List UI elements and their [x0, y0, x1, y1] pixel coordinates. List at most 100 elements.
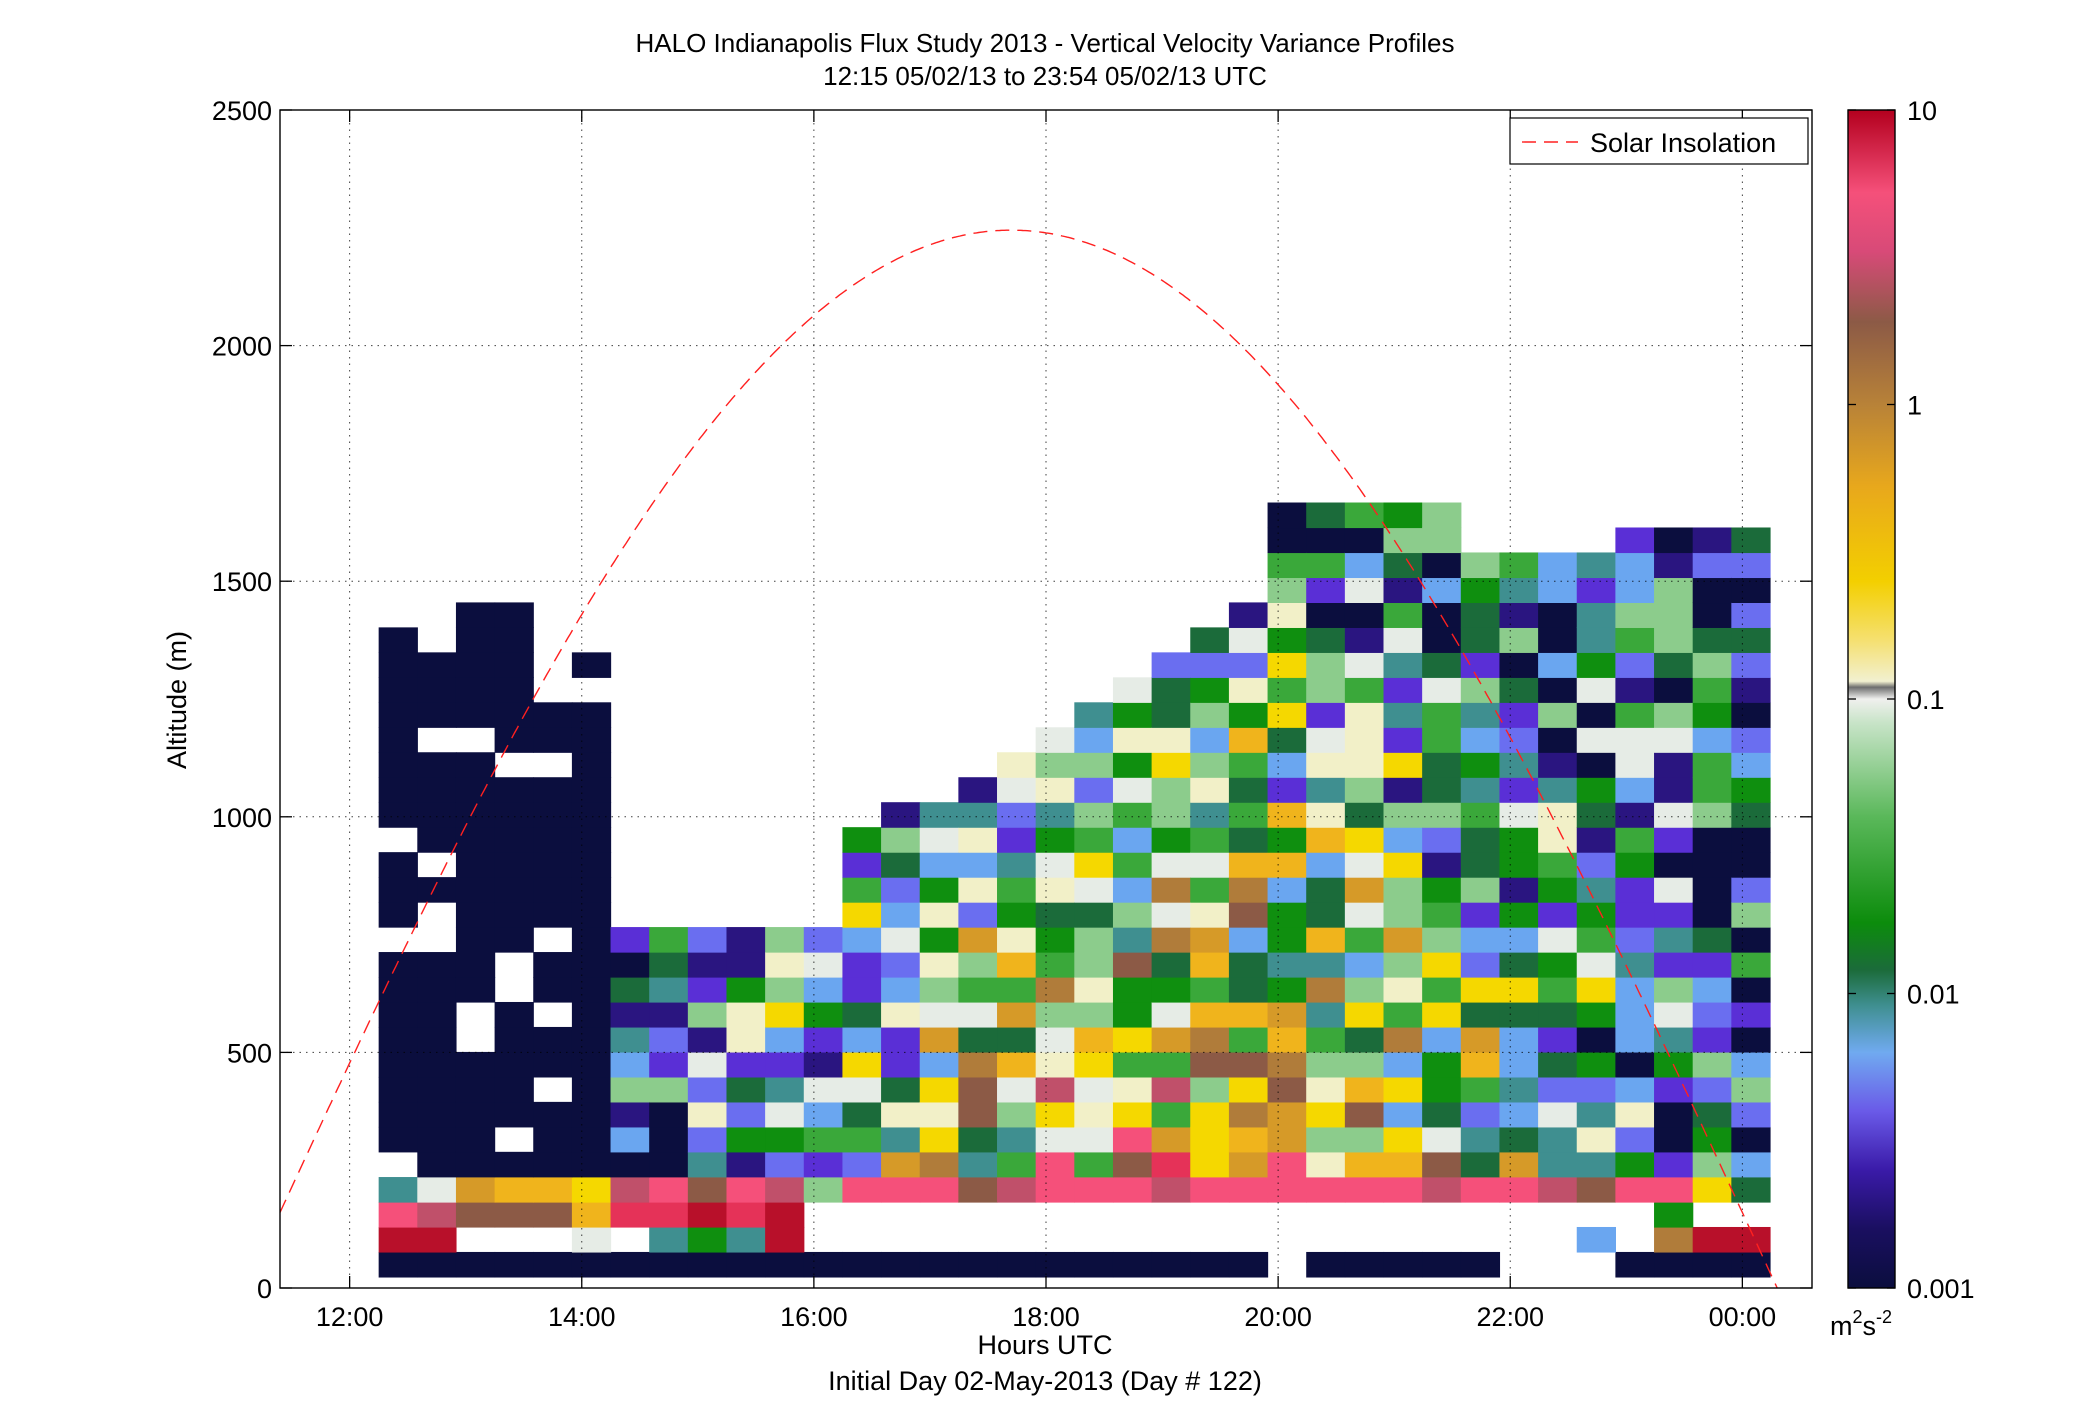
heatmap-cell [1306, 802, 1346, 828]
heatmap-cell [1692, 1026, 1732, 1053]
heatmap-cell [842, 1151, 882, 1178]
heatmap-cell [1692, 1101, 1732, 1128]
heatmap-cell [494, 702, 534, 728]
heatmap-cell [610, 1251, 650, 1278]
heatmap-cell [1422, 827, 1462, 853]
x-tick-label: 20:00 [1244, 1302, 1312, 1332]
heatmap-cell [649, 1126, 689, 1153]
heatmap-cell [958, 1076, 998, 1103]
heatmap-cell [687, 1051, 728, 1078]
heatmap-cell [1422, 1026, 1462, 1053]
heatmap-cell [1654, 1251, 1694, 1278]
heatmap-cell [1151, 702, 1191, 728]
heatmap-cell [1422, 777, 1462, 803]
heatmap-cell [1383, 552, 1423, 579]
heatmap-cell [1576, 652, 1616, 678]
heatmap-cell [1692, 1001, 1732, 1028]
heatmap-cell [1615, 602, 1655, 628]
heatmap-cell [1654, 1001, 1694, 1028]
heatmap-cell [417, 1126, 457, 1153]
heatmap-cell [1499, 977, 1539, 1003]
heatmap-cell [726, 1076, 766, 1103]
heatmap-cell [610, 1001, 650, 1028]
heatmap-cell [1499, 827, 1539, 853]
heatmap-cell [1654, 902, 1694, 928]
heatmap-cell [1344, 877, 1385, 903]
heatmap-cell [1112, 702, 1153, 728]
heatmap-cell [1692, 852, 1732, 878]
heatmap-cell [1615, 1076, 1655, 1103]
heatmap-cell [1422, 1251, 1462, 1278]
heatmap-cell [958, 1151, 998, 1178]
heatmap-cell [1654, 1076, 1694, 1103]
heatmap-cell [494, 1051, 534, 1078]
heatmap-cell [649, 1076, 689, 1103]
heatmap-cell [1267, 952, 1307, 978]
units-base-s: s [1863, 1311, 1877, 1341]
heatmap-cell [571, 1051, 612, 1078]
heatmap-cell [378, 702, 418, 728]
heatmap-cell [1422, 727, 1462, 753]
heatmap-cell [1460, 827, 1501, 853]
heatmap-cell [842, 927, 882, 953]
heatmap-cell [1151, 727, 1191, 753]
heatmap-cell [1422, 1151, 1462, 1178]
heatmap-cell [1538, 727, 1578, 753]
heatmap-cell [455, 852, 496, 878]
heatmap-cell [919, 1151, 959, 1178]
heatmap-cell [1731, 752, 1771, 778]
heatmap-cell [378, 1251, 418, 1278]
heatmap-cell [1228, 702, 1269, 728]
heatmap-cell [1654, 827, 1694, 853]
heatmap-cell [1731, 577, 1771, 604]
heatmap-cell [1654, 977, 1694, 1003]
heatmap-cell [417, 1001, 457, 1028]
heatmap-cell [1344, 977, 1385, 1003]
heatmap-cell [1692, 627, 1732, 653]
x-tick-label: 00:00 [1709, 1302, 1777, 1332]
heatmap-cell [1654, 1026, 1694, 1053]
heatmap-cell [1383, 1001, 1423, 1028]
heatmap-cell [1615, 677, 1655, 703]
heatmap-cell [881, 1177, 921, 1203]
heatmap-cell [1615, 1051, 1655, 1078]
heatmap-cell [494, 677, 534, 703]
heatmap-cell [1654, 552, 1694, 579]
heatmap-cell [1228, 652, 1269, 678]
heatmap-cell [1074, 1026, 1114, 1053]
heatmap-cell [881, 1101, 921, 1128]
heatmap-cell [1035, 1126, 1075, 1153]
heatmap-cell [1460, 1151, 1501, 1178]
heatmap-cell [1731, 1101, 1771, 1128]
heatmap-cell [1306, 752, 1346, 778]
x-axis-ticks: 12:00 14:00 16:00 18:00 20:00 22:00 00:00 [316, 110, 1776, 1332]
heatmap-cell [610, 1126, 650, 1153]
heatmap-cell [1576, 1151, 1616, 1178]
heatmap-cell [1499, 852, 1539, 878]
heatmap-cell [455, 627, 496, 653]
heatmap-cell [1731, 1026, 1771, 1053]
heatmap-cell [571, 877, 612, 903]
heatmap-cell [1035, 727, 1075, 753]
heatmap-cell [1190, 977, 1230, 1003]
heatmap-cell [533, 1051, 573, 1078]
heatmap-cell [1615, 902, 1655, 928]
heatmap-cell [610, 1151, 650, 1178]
heatmap-cell [571, 902, 612, 928]
heatmap-cell [881, 877, 921, 903]
solar-insolation-curve [279, 229, 1778, 1289]
heatmap-cell [687, 1226, 728, 1253]
heatmap-cell [1576, 777, 1616, 803]
heatmap-cell [1731, 602, 1771, 628]
heatmap-cell [997, 1026, 1037, 1053]
colorbar-ticks: 0.001 0.01 0.1 1 10 [1848, 96, 1975, 1304]
heatmap-cell [1692, 1051, 1732, 1078]
heatmap-cell [533, 1202, 573, 1228]
heatmap-cell [1731, 1076, 1771, 1103]
heatmap-cell [1422, 1177, 1462, 1203]
heatmap-cell [1306, 627, 1346, 653]
heatmap-cell [1576, 1001, 1616, 1028]
heatmap-cell [1654, 727, 1694, 753]
colorbar-units: m2s-2 [1830, 1307, 1892, 1341]
